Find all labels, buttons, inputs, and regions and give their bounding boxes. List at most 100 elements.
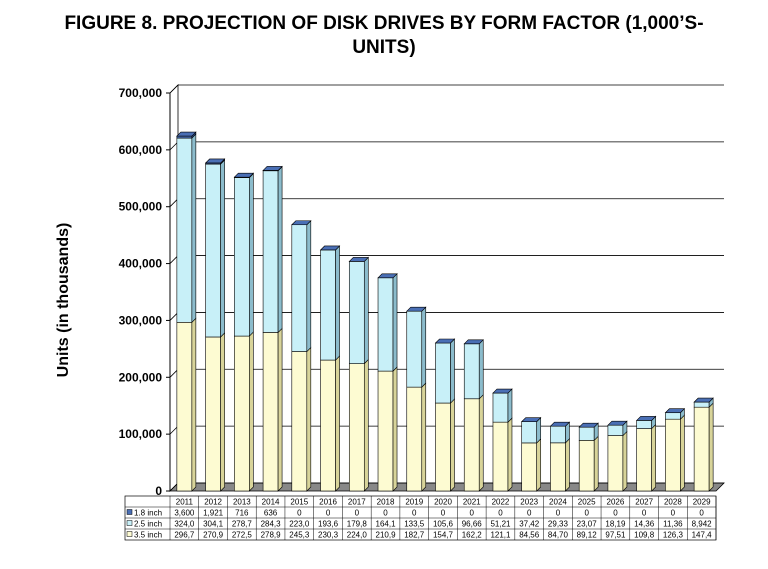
bar-top	[492, 388, 513, 394]
x-tick-label: 2014	[262, 498, 280, 507]
bar-3-5-inch-2022	[492, 421, 509, 492]
y-tick-label: 700,000	[119, 86, 163, 100]
legend-entry: 2.5 inch	[134, 520, 162, 529]
bar-2-5-inch-2021	[463, 343, 480, 400]
y-tick-label: 0	[155, 484, 162, 498]
bar-3-5-inch-2026	[607, 435, 624, 492]
data-label: 324,0	[174, 520, 195, 529]
data-label: 84,56	[519, 531, 540, 540]
bar-2-5-inch-2026	[607, 424, 624, 436]
x-tick-label: 2021	[463, 498, 481, 507]
bar-3-5-inch-2017	[348, 363, 365, 492]
data-label: 162,2	[462, 531, 483, 540]
bar-side	[708, 402, 714, 492]
data-label: 278,7	[232, 520, 253, 529]
bar-top	[549, 421, 571, 427]
bar-3-5-inch-2028	[665, 418, 681, 492]
x-tick-label: 2012	[204, 498, 222, 507]
bar-side	[536, 438, 542, 492]
bar-3-5-inch-2013	[234, 335, 250, 492]
bar-3-5-inch-2018	[377, 370, 394, 492]
data-label: 164,1	[376, 520, 397, 529]
bar-top	[693, 397, 714, 403]
data-label: 147,4	[692, 531, 713, 540]
x-tick-label: 2023	[520, 498, 538, 507]
data-label: 96,66	[462, 520, 483, 529]
bar-side	[306, 346, 312, 492]
data-label: 0	[699, 509, 704, 518]
data-label: 304,1	[203, 520, 224, 529]
bar-side	[249, 172, 254, 337]
data-label: 14,36	[634, 520, 655, 529]
bar-side	[392, 366, 398, 492]
data-label: 0	[470, 509, 475, 518]
bar-side	[249, 331, 254, 492]
y-tick-label: 100,000	[119, 427, 163, 441]
bar-top	[607, 420, 628, 426]
data-label: 0	[412, 509, 417, 518]
x-tick-label: 2022	[492, 498, 510, 507]
bar-side	[478, 394, 484, 492]
bar-side	[277, 327, 283, 492]
data-label: 121,1	[490, 531, 511, 540]
bar-side	[421, 306, 427, 388]
x-tick-label: 2025	[578, 498, 596, 507]
data-label: 223,0	[289, 520, 310, 529]
bar-side	[421, 382, 427, 492]
data-label: 0	[527, 509, 532, 518]
bar-2-5-inch-2028	[665, 412, 681, 420]
bar-side	[335, 245, 340, 361]
data-label: 133,5	[404, 520, 425, 529]
bar-2-5-inch-2013	[234, 177, 250, 337]
bar-side	[220, 159, 225, 338]
chart-title-line1: FIGURE 8. PROJECTION OF DISK DRIVES BY F…	[64, 13, 704, 34]
bar-side	[593, 435, 599, 492]
data-label: 97,51	[605, 531, 626, 540]
bar-top	[578, 422, 599, 428]
x-tick-label: 2024	[549, 498, 567, 507]
data-label: 182,7	[404, 531, 425, 540]
data-label: 636	[264, 509, 278, 518]
bar-side	[335, 355, 340, 492]
legend-entry: 1.8 inch	[134, 509, 162, 518]
data-label: 179,8	[347, 520, 368, 529]
data-label: 18,19	[605, 520, 626, 529]
data-label: 0	[584, 509, 589, 518]
data-label: 296,7	[174, 531, 195, 540]
bar-2-5-inch-2014	[262, 170, 279, 333]
chart-title: FIGURE 8. PROJECTION OF DISK DRIVES BY F…	[0, 12, 768, 60]
bar-3-5-inch-2021	[463, 398, 480, 492]
x-tick-label: 2027	[635, 498, 653, 507]
bar-top	[262, 166, 283, 171]
bar-side	[622, 430, 628, 492]
y-axis-label: Units (in thousands)	[55, 223, 72, 378]
bar-side	[507, 388, 513, 423]
bar-side	[306, 220, 312, 353]
bar-side	[191, 317, 197, 492]
bar-side	[220, 332, 225, 492]
bar-3-5-inch-2011	[176, 322, 193, 492]
y-tick-label: 400,000	[119, 257, 163, 271]
bar-side	[450, 338, 455, 404]
data-label: 0	[297, 509, 302, 518]
x-tick-label: 2013	[233, 498, 251, 507]
data-label: 0	[383, 509, 388, 518]
bar-2-5-inch-2019	[406, 310, 423, 388]
data-label: 230,3	[318, 531, 339, 540]
data-label: 109,8	[634, 531, 655, 540]
bar-2-5-inch-2029	[693, 401, 710, 408]
data-label: 210,9	[376, 531, 397, 540]
chart-title-line2: UNITS)	[352, 37, 416, 58]
x-tick-label: 2015	[290, 498, 308, 507]
bar-top	[406, 306, 427, 312]
bar-side	[450, 398, 455, 492]
bar-2-5-inch-2012	[205, 163, 221, 338]
bar-2-5-inch-2015	[291, 224, 308, 352]
bar-3-5-inch-2023	[521, 442, 538, 492]
y-tick-label: 500,000	[119, 200, 163, 214]
x-tick-label: 2011	[176, 498, 194, 507]
data-label: 0	[441, 509, 446, 518]
data-label: 0	[326, 509, 331, 518]
bar-2-5-inch-2017	[348, 261, 365, 364]
bar-top	[434, 338, 456, 344]
